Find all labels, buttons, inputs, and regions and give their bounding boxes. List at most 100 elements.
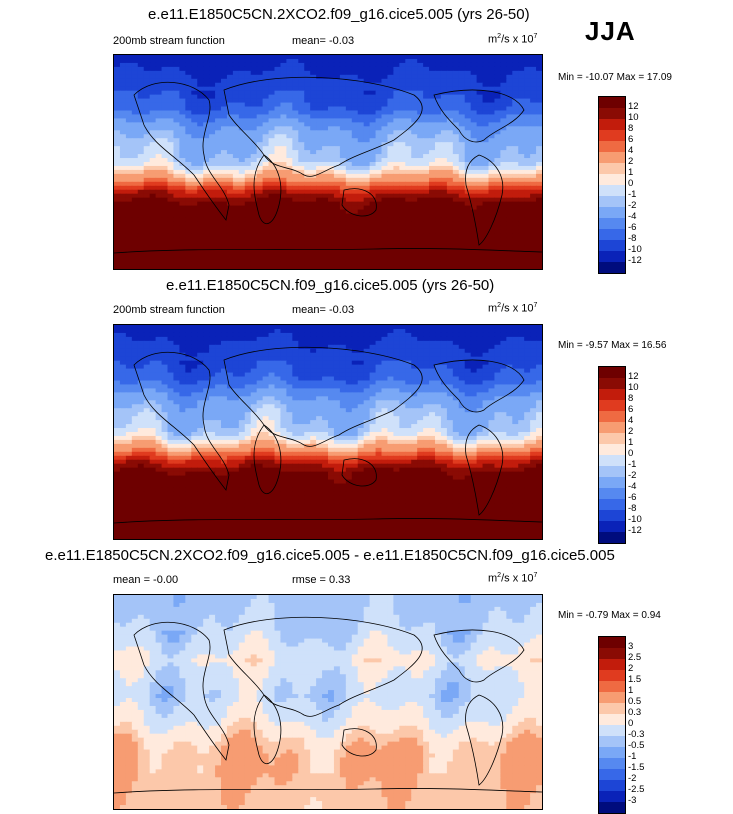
field-cell <box>399 82 406 88</box>
field-cell <box>357 189 365 195</box>
field-cell <box>114 225 121 230</box>
field-cell <box>500 55 507 60</box>
field-cell <box>137 154 145 159</box>
field-cell <box>411 336 418 342</box>
field-cell <box>256 118 264 123</box>
field-cell <box>351 94 359 100</box>
field-cell <box>209 348 216 354</box>
field-cell <box>286 241 293 246</box>
field-cell <box>173 344 180 350</box>
field-cell <box>322 261 329 266</box>
field-cell <box>250 134 258 139</box>
field-cell <box>524 205 531 211</box>
field-cell <box>369 62 377 68</box>
field-cell <box>500 205 507 211</box>
field-cell <box>114 102 121 108</box>
field-cell <box>209 261 216 266</box>
field-cell <box>363 126 371 131</box>
field-cell <box>446 78 454 84</box>
field-cell <box>393 257 400 262</box>
field-cell <box>506 82 513 88</box>
field-cell <box>262 58 270 64</box>
field-cell <box>482 86 490 92</box>
field-cell <box>322 94 329 100</box>
field-cell <box>250 336 258 342</box>
field-cell <box>262 201 270 207</box>
field-cell <box>114 193 121 199</box>
field-cell <box>292 376 299 382</box>
field-cell <box>137 122 145 127</box>
field-cell <box>268 197 276 203</box>
field-cell <box>435 336 442 342</box>
field-cell <box>203 348 210 354</box>
panel1-map <box>113 54 543 270</box>
field-cell <box>399 173 406 179</box>
field-cell <box>161 98 169 104</box>
field-cell <box>518 340 525 346</box>
field-cell <box>167 245 175 250</box>
field-cell <box>185 257 192 262</box>
field-cell <box>221 110 228 116</box>
field-cell <box>250 189 258 195</box>
field-cell <box>411 245 418 250</box>
field-cell <box>494 372 501 378</box>
field-cell <box>292 265 299 269</box>
field-cell <box>328 154 335 159</box>
field-cell <box>423 197 430 203</box>
field-cell <box>328 130 335 135</box>
field-cell <box>155 185 163 191</box>
field-cell <box>351 352 359 358</box>
field-cell <box>149 356 157 362</box>
field-cell <box>131 138 139 143</box>
field-cell <box>298 82 305 88</box>
field-cell <box>173 150 180 155</box>
field-cell <box>119 221 127 226</box>
field-cell <box>446 110 454 116</box>
field-cell <box>131 114 139 119</box>
field-cell <box>250 173 258 179</box>
field-cell <box>470 158 478 163</box>
field-cell <box>125 340 133 346</box>
colorbar-tick-label: 6 <box>628 134 634 145</box>
field-cell <box>137 102 145 108</box>
field-cell <box>280 110 287 116</box>
field-cell <box>423 261 430 266</box>
field-cell <box>268 364 276 370</box>
field-cell <box>179 78 186 84</box>
field-cell <box>452 336 460 342</box>
field-cell <box>357 142 365 147</box>
field-cell <box>488 122 496 127</box>
field-cell <box>256 158 264 163</box>
field-cell <box>268 66 276 72</box>
field-cell <box>506 336 513 342</box>
field-cell <box>512 237 519 242</box>
field-cell <box>119 265 127 269</box>
field-cell <box>250 165 258 171</box>
field-cell <box>363 245 371 250</box>
field-cell <box>482 58 490 64</box>
field-cell <box>435 245 442 250</box>
field-cell <box>375 217 383 223</box>
field-cell <box>161 340 169 346</box>
field-cell <box>446 106 454 112</box>
field-cell <box>351 332 359 338</box>
field-cell <box>304 90 311 96</box>
field-cell <box>268 205 276 211</box>
field-cell <box>304 217 311 223</box>
field-cell <box>500 340 507 346</box>
field-cell <box>458 340 466 346</box>
field-cell <box>518 66 525 72</box>
field-cell <box>298 102 305 108</box>
field-cell <box>119 332 127 338</box>
field-cell <box>488 364 496 370</box>
field-cell <box>316 348 323 354</box>
field-cell <box>452 78 460 84</box>
field-cell <box>458 150 466 155</box>
field-cell <box>446 257 454 262</box>
field-cell <box>524 58 531 64</box>
field-cell <box>114 209 121 215</box>
field-cell <box>191 241 198 246</box>
field-cell <box>232 102 240 108</box>
field-cell <box>191 265 198 269</box>
field-cell <box>179 348 186 354</box>
